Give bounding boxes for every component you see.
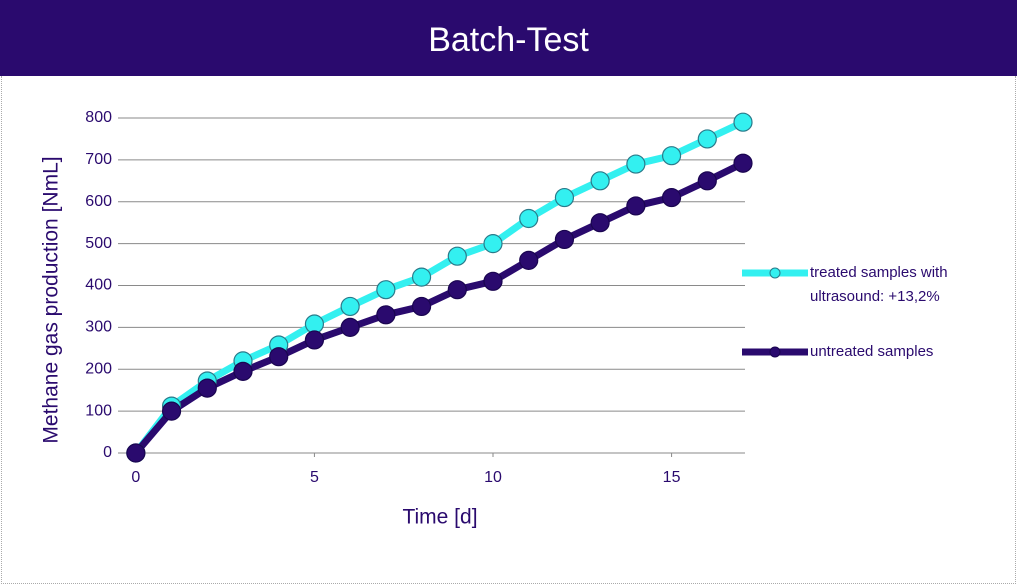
data-point: [626, 196, 646, 216]
x-tick-label: 5: [310, 469, 319, 486]
x-axis-label: Time [d]: [402, 506, 477, 529]
legend-label: untreated samples: [810, 343, 934, 360]
y-tick-label: 500: [85, 235, 112, 252]
data-point: [340, 317, 360, 337]
data-point: [661, 187, 682, 208]
y-tick-label: 200: [85, 360, 112, 377]
y-tick-label: 0: [103, 444, 112, 461]
data-point: [554, 229, 575, 250]
y-tick-label: 700: [85, 151, 112, 168]
data-point: [554, 187, 575, 208]
data-point: [519, 250, 539, 270]
y-tick-label: 800: [85, 109, 112, 126]
data-point: [447, 246, 467, 266]
data-point: [697, 129, 717, 149]
data-point: [733, 112, 753, 132]
legend-label: treated samples with ultrasound: +13,2%: [810, 264, 948, 305]
frame: [1, 76, 1016, 584]
data-point: [376, 280, 396, 300]
data-point: [376, 305, 396, 325]
data-point: [126, 443, 146, 463]
legend-marker: [769, 346, 781, 358]
y-tick-label: 400: [85, 277, 112, 294]
x-tick-label: 10: [484, 469, 502, 486]
data-point: [304, 330, 325, 350]
data-point: [733, 153, 753, 173]
data-point: [197, 378, 217, 398]
data-point: [519, 208, 539, 229]
legend-item: untreated samples: [740, 342, 1000, 364]
legend-swatch: [742, 267, 808, 279]
data-point: [697, 171, 717, 191]
legend-marker: [769, 267, 781, 279]
series-line: [133, 160, 745, 456]
legend-item: treated samples with ultrasound: +13,2%: [740, 263, 1000, 309]
data-point: [590, 171, 610, 191]
y-tick-label: 100: [85, 402, 112, 419]
data-point: [340, 296, 360, 317]
data-point: [411, 296, 432, 317]
data-point: [161, 401, 182, 421]
data-point: [304, 314, 325, 334]
legend-swatch: [742, 346, 808, 358]
data-point: [447, 280, 467, 300]
data-point: [590, 213, 610, 233]
x-tick-label: 15: [663, 469, 681, 486]
chart-title: Batch-Test: [0, 0, 1017, 76]
data-point: [661, 146, 682, 166]
y-tick-label: 300: [85, 319, 112, 336]
data-point: [411, 267, 432, 287]
x-tick-label: 0: [131, 469, 140, 486]
data-point: [269, 347, 289, 367]
data-point: [483, 234, 503, 254]
data-point: [626, 154, 646, 174]
data-point: [233, 361, 253, 381]
y-tick-label: 600: [85, 193, 112, 210]
data-point: [483, 271, 503, 291]
series-line: [133, 119, 745, 456]
y-axis-label: Methane gas production [NmL]: [40, 156, 63, 443]
